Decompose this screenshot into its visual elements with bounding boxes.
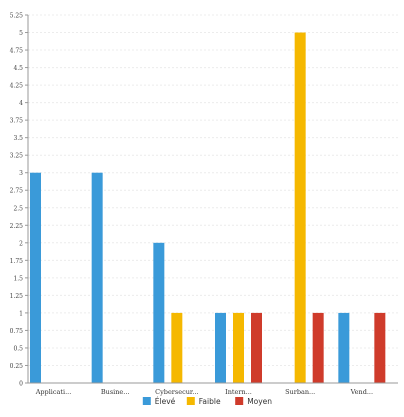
y-tick-label: 4 — [19, 100, 23, 107]
legend-swatch — [235, 397, 244, 405]
bars — [30, 32, 386, 384]
y-tick-label: 5 — [19, 30, 23, 37]
y-tick-label: 4.5 — [13, 65, 23, 72]
y-tick-label: 3.25 — [10, 153, 24, 160]
y-tick-label: 4.25 — [10, 83, 24, 90]
bar[interactable] — [215, 312, 226, 383]
legend-label: Moyen — [247, 397, 272, 406]
bar[interactable] — [251, 312, 262, 383]
y-tick-label: 2.5 — [13, 205, 23, 212]
bar[interactable] — [338, 312, 350, 383]
x-tick-label: Busine... — [101, 388, 130, 396]
legend-item[interactable]: Faible — [186, 397, 221, 406]
y-tick-label: 2 — [19, 240, 23, 247]
legend-item[interactable]: Moyen — [235, 397, 272, 406]
legend: Élevé Faible Moyen — [142, 397, 272, 406]
y-axis: 0 0.25 0.5 0.75 1 1.25 1.5 1.75 2 2.25 2.5 2.75 3 3.2… — [10, 13, 29, 388]
y-tick-label: 3.75 — [10, 118, 24, 125]
y-tick-label: 0.5 — [13, 345, 23, 352]
legend-swatch — [142, 397, 151, 405]
x-tick-label: Vend... — [350, 388, 374, 396]
y-tick-label: 0.75 — [10, 328, 24, 335]
y-tick-label: 1.75 — [10, 258, 24, 265]
bar[interactable] — [171, 312, 183, 383]
bar[interactable] — [374, 312, 386, 383]
bar[interactable] — [91, 172, 103, 383]
y-tick-label: 2.75 — [10, 188, 24, 195]
bar[interactable] — [312, 312, 324, 383]
bar[interactable] — [294, 32, 306, 384]
x-tick-label: Intern... — [225, 388, 252, 396]
legend-swatch — [186, 397, 195, 405]
x-tick-label: Surban... — [285, 388, 315, 396]
bar[interactable] — [153, 242, 165, 383]
bar[interactable] — [30, 172, 41, 383]
y-tick-label: 4.75 — [10, 48, 24, 55]
legend-label: Élevé — [155, 397, 176, 406]
y-tick-label: 3.5 — [13, 135, 23, 142]
bar[interactable] — [233, 312, 244, 383]
y-tick-label: 0.25 — [10, 363, 24, 370]
y-tick-label: 5.25 — [10, 13, 24, 20]
y-tick-label: 3 — [19, 170, 23, 177]
legend-label: Faible — [199, 397, 221, 406]
x-tick-label: Applicati... — [35, 388, 72, 396]
gridlines — [28, 14, 398, 384]
x-axis: Applicati... Busine... Cybersecur... Intern… — [28, 382, 398, 396]
legend-item[interactable]: Élevé — [142, 397, 176, 406]
x-tick-label: Cybersecur... — [155, 388, 198, 396]
y-tick-label: 1.5 — [13, 275, 23, 282]
y-tick-label: 1.25 — [10, 293, 24, 300]
y-tick-label: 0 — [19, 381, 23, 388]
y-tick-label: 2.25 — [10, 223, 24, 230]
y-tick-label: 1 — [19, 310, 23, 317]
